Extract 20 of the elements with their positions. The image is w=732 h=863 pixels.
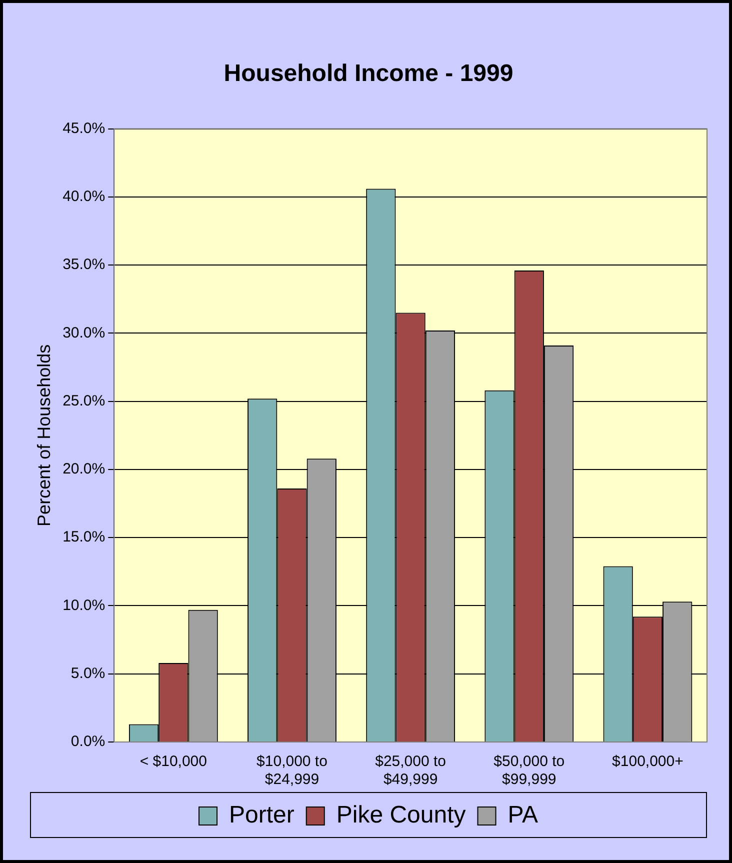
x-tick-label: $25,000 to $49,999 bbox=[375, 753, 446, 788]
y-axis-title: Percent of Households bbox=[34, 344, 54, 526]
x-tick-label: $100,000+ bbox=[612, 753, 684, 770]
legend-label: PA bbox=[508, 802, 538, 829]
x-tick-label: $50,000 to $99,999 bbox=[494, 753, 565, 788]
y-tick-label: 40.0% bbox=[62, 188, 106, 206]
y-tick-label: 0.0% bbox=[70, 733, 106, 750]
x-tick-label: < $10,000 bbox=[140, 753, 207, 770]
y-tick-label: 25.0% bbox=[62, 392, 106, 410]
y-tick-label: 15.0% bbox=[62, 528, 106, 546]
y-tick-label: 30.0% bbox=[62, 324, 106, 342]
y-tick-label: 45.0% bbox=[62, 120, 106, 137]
y-tick-label: 20.0% bbox=[62, 460, 106, 478]
x-tick-label: $10,000 to $24,999 bbox=[256, 753, 328, 788]
y-tick-label: 10.0% bbox=[62, 596, 106, 614]
legend-label: Pike County bbox=[336, 802, 466, 829]
chart-title: Household Income - 1999 bbox=[224, 60, 514, 88]
y-tick-label: 5.0% bbox=[70, 665, 106, 682]
y-tick-label: 35.0% bbox=[62, 256, 106, 274]
legend-label: Porter bbox=[229, 802, 294, 829]
